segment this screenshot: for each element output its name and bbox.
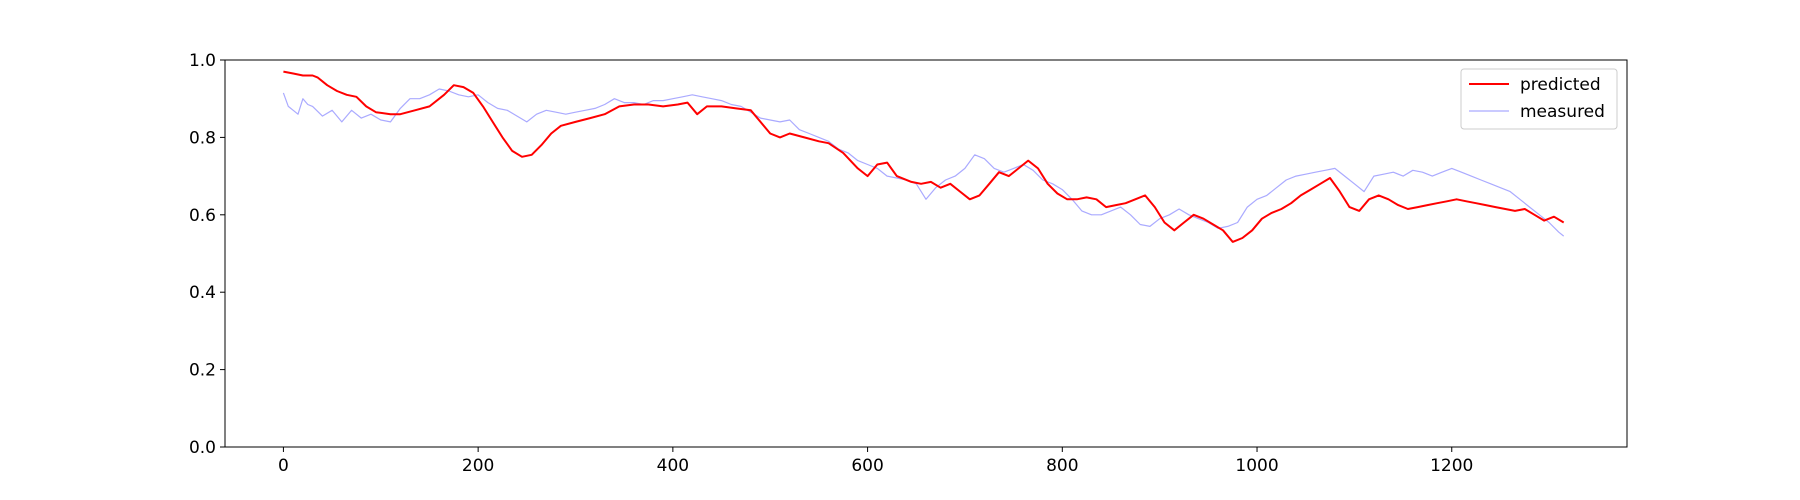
legend: predicted measured (1460, 68, 1618, 130)
x-tick-label: 0 (278, 456, 289, 476)
axes-layer: 0 200 400 600 800 1000 1200 0.0 0.2 0.4 0.6 0.8 1.0 (189, 51, 1628, 476)
x-tick-label: 800 (1046, 456, 1078, 476)
y-tick-label: 1.0 (189, 51, 216, 71)
series-line-predicted (283, 70, 1565, 243)
legend-label-predicted: predicted (1520, 75, 1601, 95)
legend-label-measured: measured (1520, 102, 1605, 122)
series-line-measured (282, 88, 1565, 237)
series-layer (282, 70, 1565, 243)
x-tick-label: 400 (657, 456, 689, 476)
plot-frame (224, 59, 1628, 448)
y-tick-label: 0.6 (189, 206, 216, 226)
y-tick-label: 0.8 (189, 128, 216, 148)
y-tick-label: 0.4 (189, 283, 216, 303)
x-tick-label: 1000 (1235, 456, 1278, 476)
x-tick-label: 200 (462, 456, 494, 476)
x-tick-label: 600 (851, 456, 883, 476)
y-tick-label: 0.2 (189, 361, 216, 381)
y-tick-label: 0.0 (189, 438, 216, 458)
x-tick-label: 1200 (1430, 456, 1473, 476)
